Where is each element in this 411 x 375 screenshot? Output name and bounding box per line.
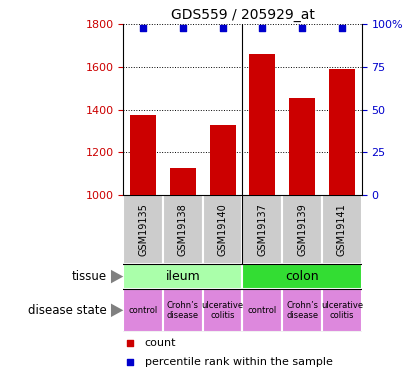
- Text: ileum: ileum: [166, 270, 200, 283]
- Bar: [130, 115, 156, 195]
- Point: [140, 25, 146, 31]
- Bar: [123, 289, 163, 332]
- Point: [299, 25, 305, 31]
- Bar: [322, 195, 362, 264]
- Bar: [242, 264, 362, 289]
- Text: ulcerative
colitis: ulcerative colitis: [321, 301, 363, 320]
- Text: ulcerative
colitis: ulcerative colitis: [201, 301, 244, 320]
- Bar: [242, 195, 282, 264]
- Bar: [289, 98, 315, 195]
- Bar: [282, 195, 322, 264]
- Bar: [163, 289, 203, 332]
- Text: tissue: tissue: [72, 270, 107, 283]
- Bar: [203, 289, 242, 332]
- Text: Crohn’s
disease: Crohn’s disease: [167, 301, 199, 320]
- Point: [127, 340, 134, 346]
- Point: [259, 25, 266, 31]
- Text: count: count: [145, 338, 176, 348]
- Bar: [203, 195, 242, 264]
- Bar: [249, 54, 275, 195]
- Bar: [170, 168, 196, 195]
- Text: control: control: [129, 306, 158, 315]
- Point: [127, 359, 134, 365]
- Bar: [329, 69, 355, 195]
- Text: control: control: [248, 306, 277, 315]
- Text: GSM19138: GSM19138: [178, 203, 188, 256]
- Bar: [123, 264, 242, 289]
- Bar: [282, 289, 322, 332]
- Title: GDS559 / 205929_at: GDS559 / 205929_at: [171, 8, 314, 22]
- Text: GSM19137: GSM19137: [257, 203, 267, 256]
- Text: GSM19135: GSM19135: [138, 203, 148, 256]
- Bar: [163, 195, 203, 264]
- Text: Crohn’s
disease: Crohn’s disease: [286, 301, 318, 320]
- Text: disease state: disease state: [28, 304, 107, 317]
- Point: [180, 25, 186, 31]
- Text: colon: colon: [285, 270, 319, 283]
- Point: [219, 25, 226, 31]
- Polygon shape: [111, 270, 123, 284]
- Text: GSM19139: GSM19139: [297, 203, 307, 256]
- Polygon shape: [111, 304, 123, 317]
- Bar: [322, 289, 362, 332]
- Point: [339, 25, 345, 31]
- Text: GSM19140: GSM19140: [218, 203, 228, 256]
- Text: percentile rank within the sample: percentile rank within the sample: [145, 357, 332, 367]
- Bar: [242, 289, 282, 332]
- Bar: [123, 195, 163, 264]
- Text: GSM19141: GSM19141: [337, 203, 347, 256]
- Bar: [210, 124, 236, 195]
